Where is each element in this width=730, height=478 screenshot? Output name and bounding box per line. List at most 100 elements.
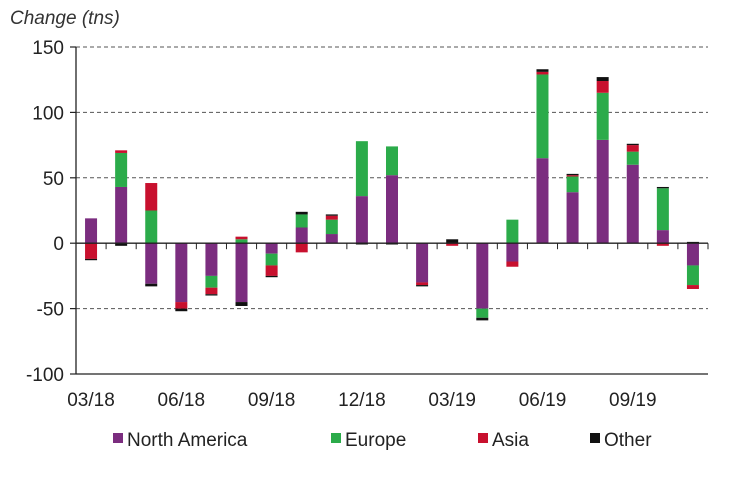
bar-segment [265,275,278,278]
y-axis-title: Change (tns) [10,8,120,29]
bar-segment [265,243,278,254]
bar-segment [205,287,218,295]
bar-segment [416,243,429,283]
bar-segment [115,150,128,153]
bar-segment [386,175,398,244]
bar-segment [205,275,218,288]
bar-segment [145,283,158,287]
x-tick-label: 09/18 [248,390,296,411]
x-tick-label: 09/19 [609,390,657,411]
bar-segment [596,77,609,81]
bar-segment [536,158,549,244]
bar-segment [175,302,188,309]
bar-segment [596,139,609,244]
bar-segment [355,141,368,197]
legend-label: Asia [492,430,529,451]
bar-segment [626,164,639,244]
x-tick-label: 06/19 [519,390,567,411]
bar-segment [145,210,158,244]
bar-segment [205,243,218,276]
bar-segment [506,243,519,262]
bar-segment [626,145,639,152]
bar-segment [235,302,248,306]
bar-segment [566,173,579,176]
bar-segment [656,186,669,189]
bar-segment [386,146,398,176]
bar-segment [566,192,579,244]
bar-segment [325,214,338,216]
y-tick-label: -50 [37,300,64,321]
bar-segment [85,218,98,244]
bar-segment [175,243,188,303]
bar-segment [536,69,549,72]
bar-segment [115,152,128,187]
bar-segment [325,215,338,220]
bar-segment [295,243,308,253]
bar-segment [686,265,699,286]
bar-segment [446,243,459,246]
bar-segment [446,239,459,244]
legend-label: Other [604,430,652,451]
legend-swatch [478,433,488,443]
bar-segment [626,151,639,165]
x-axis-ticks: 03/18 06/18 09/18 12/18 03/19 06/19 09/19 [67,390,656,411]
bar-segment [626,143,639,146]
bar-segment [506,219,519,244]
bar-segment [596,81,609,93]
bar-segment [596,92,609,140]
axes [75,47,709,375]
bar-segment [325,234,338,244]
bar-segment [536,71,549,75]
x-tick-label: 03/19 [428,390,476,411]
bar-segment [686,243,699,266]
bar-segment [656,188,669,231]
bar-segment [476,243,489,309]
bar-segment [235,243,248,303]
bar-segment [85,243,98,259]
legend-label: Europe [345,430,406,451]
bar-segment [416,282,429,286]
y-axis-ticks: -100 -50 0 50 100 150 [26,38,76,386]
bar-segment [265,265,278,276]
legend-swatch [113,433,123,443]
bar-segment [235,236,248,240]
legend-swatch [331,433,341,443]
x-tick-label: 12/18 [338,390,386,411]
bar-segment [175,308,188,312]
y-tick-label: 100 [32,103,64,124]
legend-label: North America [127,430,248,451]
bar-segment [386,243,398,245]
bar-segment [115,243,128,246]
bar-segment [85,258,98,261]
bar-segment [656,243,669,246]
y-tick-label: -100 [26,365,64,386]
bar-segment [145,183,158,211]
bar-segment [115,186,128,244]
bar-segment [566,175,579,177]
bar-segment [355,196,368,244]
bar-segment [295,214,308,228]
bar-segment [145,243,158,284]
y-tick-label: 50 [43,169,64,190]
bar-segment [476,308,489,318]
legend: North America Europe Asia Other [113,430,652,451]
bar-segment [295,211,308,215]
bar-segment [536,74,549,159]
x-tick-label: 06/18 [158,390,206,411]
y-tick-label: 0 [53,234,64,255]
bar-segment [205,294,218,296]
bar-segment [686,241,699,244]
x-tick-label: 03/18 [67,390,115,411]
bar-segment [235,239,248,244]
bar-segment [656,230,669,244]
bar-segment [355,243,368,245]
bar-segment [476,317,489,321]
bar-segment [416,285,429,287]
bar-area [85,69,699,321]
bar-segment [686,285,699,289]
bar-segment [566,176,579,193]
y-tick-label: 150 [32,38,64,59]
legend-swatch [590,433,600,443]
bar-segment [325,219,338,235]
bar-segment [506,261,519,267]
